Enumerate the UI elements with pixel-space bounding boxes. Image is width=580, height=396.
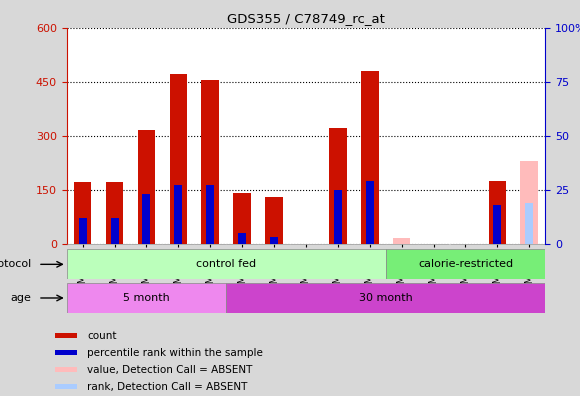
Bar — [386, 249, 545, 279]
Bar — [206, 185, 214, 244]
Bar — [111, 218, 118, 244]
Bar — [55, 350, 77, 356]
Bar — [169, 74, 187, 244]
Bar — [55, 333, 77, 339]
Bar — [67, 249, 386, 279]
Text: control fed: control fed — [196, 259, 256, 269]
Text: count: count — [88, 331, 117, 341]
Text: value, Detection Call = ABSENT: value, Detection Call = ABSENT — [88, 365, 253, 375]
Bar — [238, 233, 246, 244]
Bar — [67, 283, 226, 313]
Bar — [366, 181, 374, 244]
Bar — [393, 238, 411, 244]
Text: percentile rank within the sample: percentile rank within the sample — [88, 348, 263, 358]
Bar — [143, 194, 150, 244]
Bar — [520, 161, 538, 244]
Text: 30 month: 30 month — [359, 293, 412, 303]
Bar — [106, 183, 124, 244]
Bar — [361, 71, 379, 244]
Text: age: age — [10, 293, 31, 303]
Text: 5 month: 5 month — [123, 293, 170, 303]
Bar — [525, 202, 533, 244]
Bar — [74, 183, 92, 244]
Bar — [137, 130, 155, 244]
Bar — [175, 185, 182, 244]
Bar — [55, 367, 77, 373]
Bar — [270, 237, 278, 244]
Bar — [494, 205, 501, 244]
Bar — [265, 197, 283, 244]
Bar — [201, 80, 219, 244]
Bar — [488, 181, 506, 244]
Text: protocol: protocol — [0, 259, 31, 269]
Bar — [55, 384, 77, 389]
Bar — [226, 283, 545, 313]
Text: calorie-restricted: calorie-restricted — [418, 259, 513, 269]
Bar — [79, 218, 86, 244]
Bar — [329, 128, 347, 244]
Bar — [233, 193, 251, 244]
Title: GDS355 / C78749_rc_at: GDS355 / C78749_rc_at — [227, 12, 385, 25]
Bar — [334, 190, 342, 244]
Text: rank, Detection Call = ABSENT: rank, Detection Call = ABSENT — [88, 382, 248, 392]
